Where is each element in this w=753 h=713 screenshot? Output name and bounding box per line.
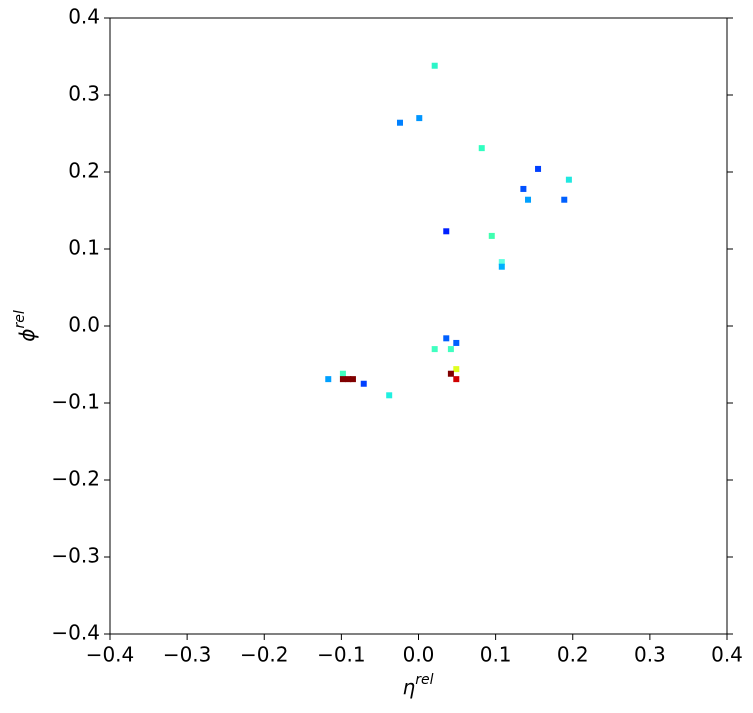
x-tick-label: 0.2	[557, 643, 589, 667]
y-tick-label: −0.3	[51, 544, 100, 568]
point	[443, 335, 450, 342]
point	[498, 259, 505, 266]
point	[360, 380, 367, 387]
point	[345, 376, 352, 383]
y-tick-label: −0.4	[51, 621, 100, 645]
y-tick-label: 0.2	[68, 159, 100, 183]
x-tick-label: 0.0	[403, 643, 435, 667]
point	[396, 119, 403, 126]
y-axis-label: ϕrel	[12, 310, 39, 342]
point	[498, 263, 505, 270]
point	[535, 165, 542, 172]
point	[453, 366, 460, 373]
x-tick-label: −0.3	[163, 643, 212, 667]
point	[488, 232, 495, 239]
x-label-sup: rel	[415, 672, 433, 688]
y-tick-label: 0.1	[68, 236, 100, 260]
y-tick-label: 0.0	[68, 313, 100, 337]
point	[520, 185, 527, 192]
y-tick-label: 0.3	[68, 82, 100, 106]
point	[349, 376, 356, 383]
point	[525, 196, 532, 203]
point	[386, 392, 393, 399]
x-label-symbol: η	[403, 675, 416, 699]
y-tick-label: −0.1	[51, 390, 100, 414]
point	[416, 115, 423, 122]
y-tick-label: 0.4	[68, 5, 100, 29]
x-tick-label: 0.1	[480, 643, 512, 667]
x-tick-label: −0.1	[317, 643, 366, 667]
x-tick-label: 0.3	[634, 643, 666, 667]
y-label-sup: rel	[12, 310, 28, 328]
point	[447, 370, 454, 377]
y-tick-label: −0.2	[51, 467, 100, 491]
point	[431, 62, 438, 69]
point	[325, 376, 332, 383]
point	[339, 376, 346, 383]
point	[453, 339, 460, 346]
point	[443, 228, 450, 235]
point	[478, 145, 485, 152]
point	[453, 376, 460, 383]
point	[561, 196, 568, 203]
x-tick-label: 0.4	[711, 643, 743, 667]
point	[339, 370, 346, 377]
x-tick-label: −0.2	[240, 643, 289, 667]
y-label-symbol: ϕ	[15, 329, 39, 342]
point	[447, 346, 454, 353]
point	[565, 176, 572, 183]
x-axis-label: ηrel	[403, 672, 434, 699]
point	[431, 346, 438, 353]
x-tick-label: −0.4	[86, 643, 135, 667]
plot-frame	[109, 17, 728, 635]
